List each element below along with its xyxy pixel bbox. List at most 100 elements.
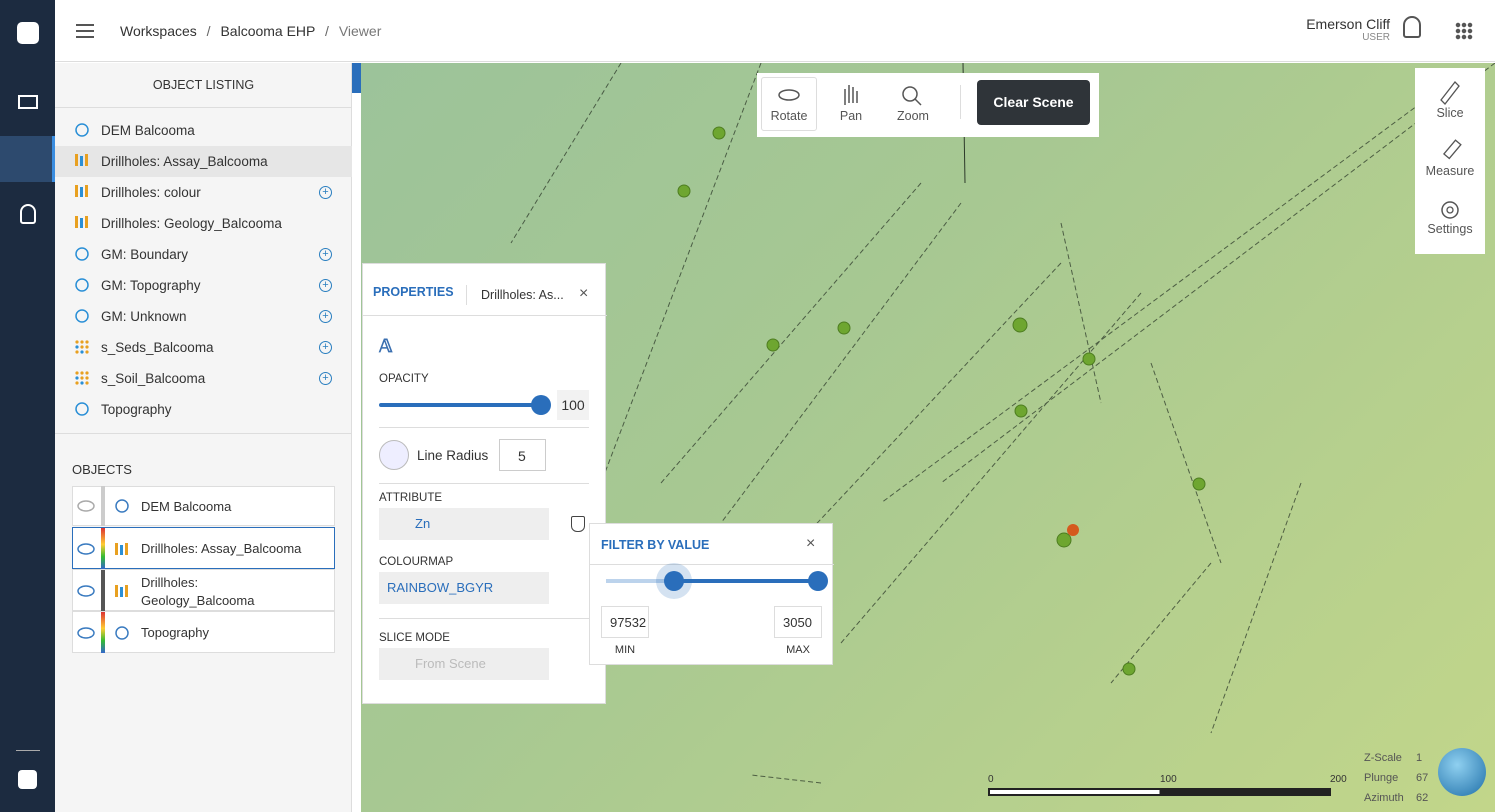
divider xyxy=(379,427,589,428)
label: GM: Unknown xyxy=(101,309,187,324)
max-thumb[interactable] xyxy=(808,571,828,591)
top-bar: Workspaces / Balcooma EHP / Viewer Emers… xyxy=(55,0,1495,62)
add[interactable]: + xyxy=(319,372,332,385)
crumb[interactable]: Balcooma EHP xyxy=(220,23,316,39)
orientation-globe[interactable] xyxy=(1438,748,1486,796)
add[interactable]: + xyxy=(319,248,332,261)
min-label: MIN xyxy=(614,644,636,656)
listing-icons xyxy=(75,123,89,416)
object-tab[interactable]: Drillholes: As... xyxy=(481,288,564,302)
rotate-btn[interactable] xyxy=(761,77,817,131)
close[interactable]: × xyxy=(806,535,816,552)
divider xyxy=(16,750,40,751)
list-item[interactable]: s_Soil_Balcooma + xyxy=(55,363,352,394)
opacity-value[interactable]: 100 xyxy=(557,390,589,420)
toolbar: Rotate Pan Zoom Clear Scene xyxy=(757,73,1099,137)
list-item[interactable]: DEM Balcooma xyxy=(55,115,352,146)
slice-label: SLICE MODE xyxy=(379,632,450,644)
colourmap-select[interactable]: RAINBOW_BGYR xyxy=(379,572,549,604)
crumb: Viewer xyxy=(338,23,382,39)
add[interactable]: + xyxy=(319,341,332,354)
list-item[interactable]: GM: Unknown + xyxy=(55,301,352,332)
label: GM: Boundary xyxy=(101,247,189,262)
side-tools: Slice Measure Settings xyxy=(1415,68,1485,254)
menu[interactable] xyxy=(76,24,94,38)
label: Z-Scale xyxy=(1364,752,1402,764)
view-info: Z-Scale 1 Plunge 67 Azimuth 62 xyxy=(1364,748,1428,808)
clear-scene[interactable]: Clear Scene xyxy=(977,80,1090,125)
max-input[interactable]: 3050 xyxy=(774,606,822,638)
scale-label: 100 xyxy=(1160,774,1177,785)
min-input[interactable]: 97532 xyxy=(601,606,649,638)
label: Azimuth xyxy=(1364,792,1404,804)
filter-range xyxy=(674,579,818,583)
radius-input[interactable]: 5 xyxy=(499,439,546,471)
user-icon[interactable] xyxy=(20,204,36,224)
crumb[interactable]: Workspaces xyxy=(120,23,197,39)
tool[interactable]: Slice xyxy=(1436,106,1464,120)
label: GM: Topography xyxy=(101,278,201,293)
divider xyxy=(55,433,352,434)
logo-small[interactable] xyxy=(18,770,37,789)
tool-label[interactable]: Pan xyxy=(839,109,863,123)
breadcrumb: Workspaces / Balcooma EHP / Viewer xyxy=(120,23,381,39)
list-item[interactable]: Topography xyxy=(55,394,352,425)
value: 62 xyxy=(1416,792,1429,804)
object-icons xyxy=(77,486,129,653)
label: s_Soil_Balcooma xyxy=(101,371,206,386)
min-thumb[interactable] xyxy=(664,571,684,591)
user[interactable]: Emerson Cliff USER xyxy=(1306,16,1390,43)
attribute-label: ATTRIBUTE xyxy=(379,492,443,504)
divider xyxy=(363,315,607,316)
opacity-track xyxy=(379,403,541,407)
objects-nav[interactable] xyxy=(0,136,55,182)
add[interactable]: + xyxy=(319,279,332,292)
sep: / xyxy=(325,23,329,39)
label: Topography xyxy=(101,402,172,417)
label: DEM Balcooma xyxy=(101,123,195,138)
colourmap-label: COLOURMAP xyxy=(379,556,454,568)
label: Drillholes: colour xyxy=(101,185,201,200)
list-item[interactable]: GM: Topography + xyxy=(55,270,352,301)
map-icon[interactable] xyxy=(18,95,38,109)
add[interactable]: + xyxy=(319,310,332,323)
logo[interactable] xyxy=(17,22,39,44)
opacity-thumb[interactable] xyxy=(531,395,551,415)
list-item[interactable]: GM: Boundary + xyxy=(55,239,352,270)
collapse-toggle[interactable] xyxy=(352,63,361,93)
label: DEM Balcooma xyxy=(141,499,232,514)
close[interactable]: × xyxy=(579,285,589,302)
label: s_Seds_Balcooma xyxy=(101,340,214,355)
scale-label: 200 xyxy=(1330,774,1347,785)
list-item[interactable]: Drillholes: Assay_Balcooma xyxy=(55,146,352,177)
user-name: Emerson Cliff xyxy=(1306,16,1390,32)
avatar[interactable] xyxy=(1403,16,1421,38)
list-item[interactable]: Drillholes: Geology_Balcooma xyxy=(55,208,352,239)
apps[interactable] xyxy=(1455,22,1473,40)
label: Topography xyxy=(141,625,209,640)
toolbar-icons xyxy=(778,85,922,106)
attribute-value: Zn xyxy=(415,516,431,531)
list-item[interactable]: s_Seds_Balcooma + xyxy=(55,332,352,363)
tool[interactable]: Measure xyxy=(1425,164,1475,178)
tool[interactable]: Settings xyxy=(1427,222,1473,236)
label: Drillholes: Geology_Balcooma xyxy=(101,216,282,231)
add[interactable]: + xyxy=(319,186,332,199)
tool-label[interactable]: Zoom xyxy=(897,109,929,123)
filter-btn[interactable] xyxy=(571,516,585,532)
object-row[interactable]: Drillholes: Assay_Balcooma xyxy=(72,527,335,569)
label: Drillholes: Assay_Balcooma xyxy=(141,541,302,556)
max-label: MAX xyxy=(786,644,810,656)
filter-title: FILTER BY VALUE xyxy=(601,538,710,552)
properties-panel: PROPERTIES Drillholes: As... × 𝔸 OPACITY… xyxy=(362,263,607,704)
side-rail xyxy=(0,0,55,812)
scene xyxy=(470,63,1495,784)
objects-title: OBJECTS xyxy=(72,462,132,477)
tool-icons xyxy=(1440,81,1462,219)
properties-tab[interactable]: PROPERTIES xyxy=(373,285,454,299)
left-panel: OBJECT LISTING DEM Balcooma Drillholes: … xyxy=(55,63,352,812)
list-item[interactable]: Drillholes: colour + xyxy=(55,177,352,208)
attribute-select[interactable]: Zn xyxy=(379,508,549,540)
radius-icon xyxy=(379,440,409,470)
label: Drillholes: Geology_Balcooma xyxy=(141,575,255,608)
